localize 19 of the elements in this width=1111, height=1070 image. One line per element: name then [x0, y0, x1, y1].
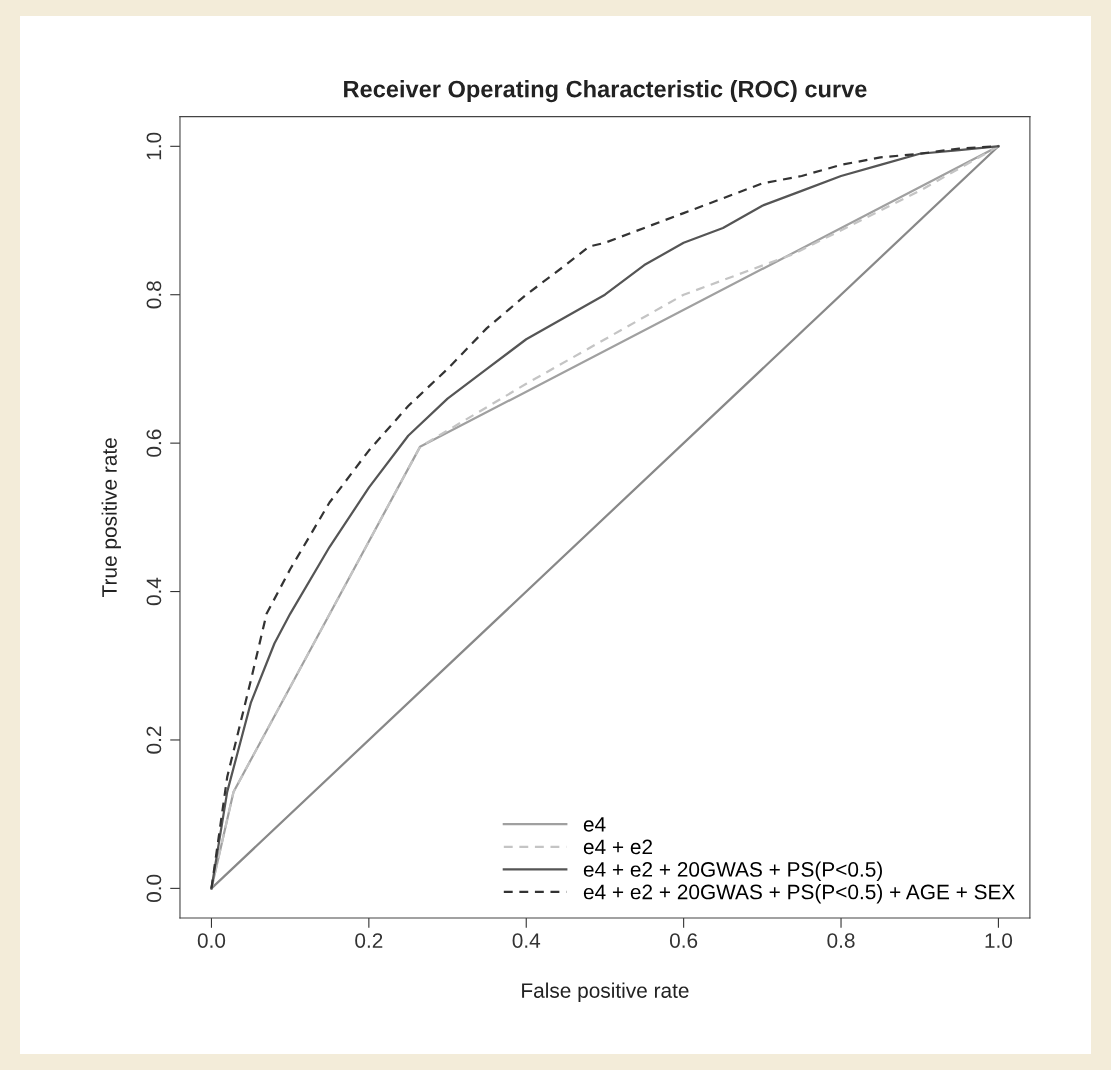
x-tick-label: 0.8: [827, 933, 855, 948]
x-tick-label: 0.4: [512, 933, 541, 948]
y-tick-label: 1.0: [146, 132, 162, 160]
x-axis-title: False positive rate: [522, 982, 689, 1003]
y-tick-label: 0.4: [146, 577, 162, 606]
x-tick-label: 1.0: [985, 933, 1013, 948]
x-tick-label: 0.2: [355, 933, 383, 948]
chart-title: Receiver Operating Characteristic (ROC) curve: [344, 80, 867, 103]
legend-label: e4 + e2: [583, 839, 653, 855]
x-tick-label: 0.6: [669, 933, 698, 948]
y-axis-title: True positive rate: [101, 438, 121, 597]
y-tick-label: 0.2: [146, 726, 162, 754]
x-tick-label: 0.0: [197, 933, 226, 948]
y-tick-label: 0.8: [146, 281, 162, 309]
legend-label: e4 + e2 + 20GWAS + PS(P<0.5) + AGE + SEX: [583, 884, 1015, 904]
legend-label: e4: [583, 817, 606, 832]
y-tick-label: 0.0: [146, 874, 162, 903]
legend-label: e4 + e2 + 20GWAS + PS(P<0.5): [583, 861, 882, 881]
y-tick-label: 0.6: [146, 429, 162, 457]
